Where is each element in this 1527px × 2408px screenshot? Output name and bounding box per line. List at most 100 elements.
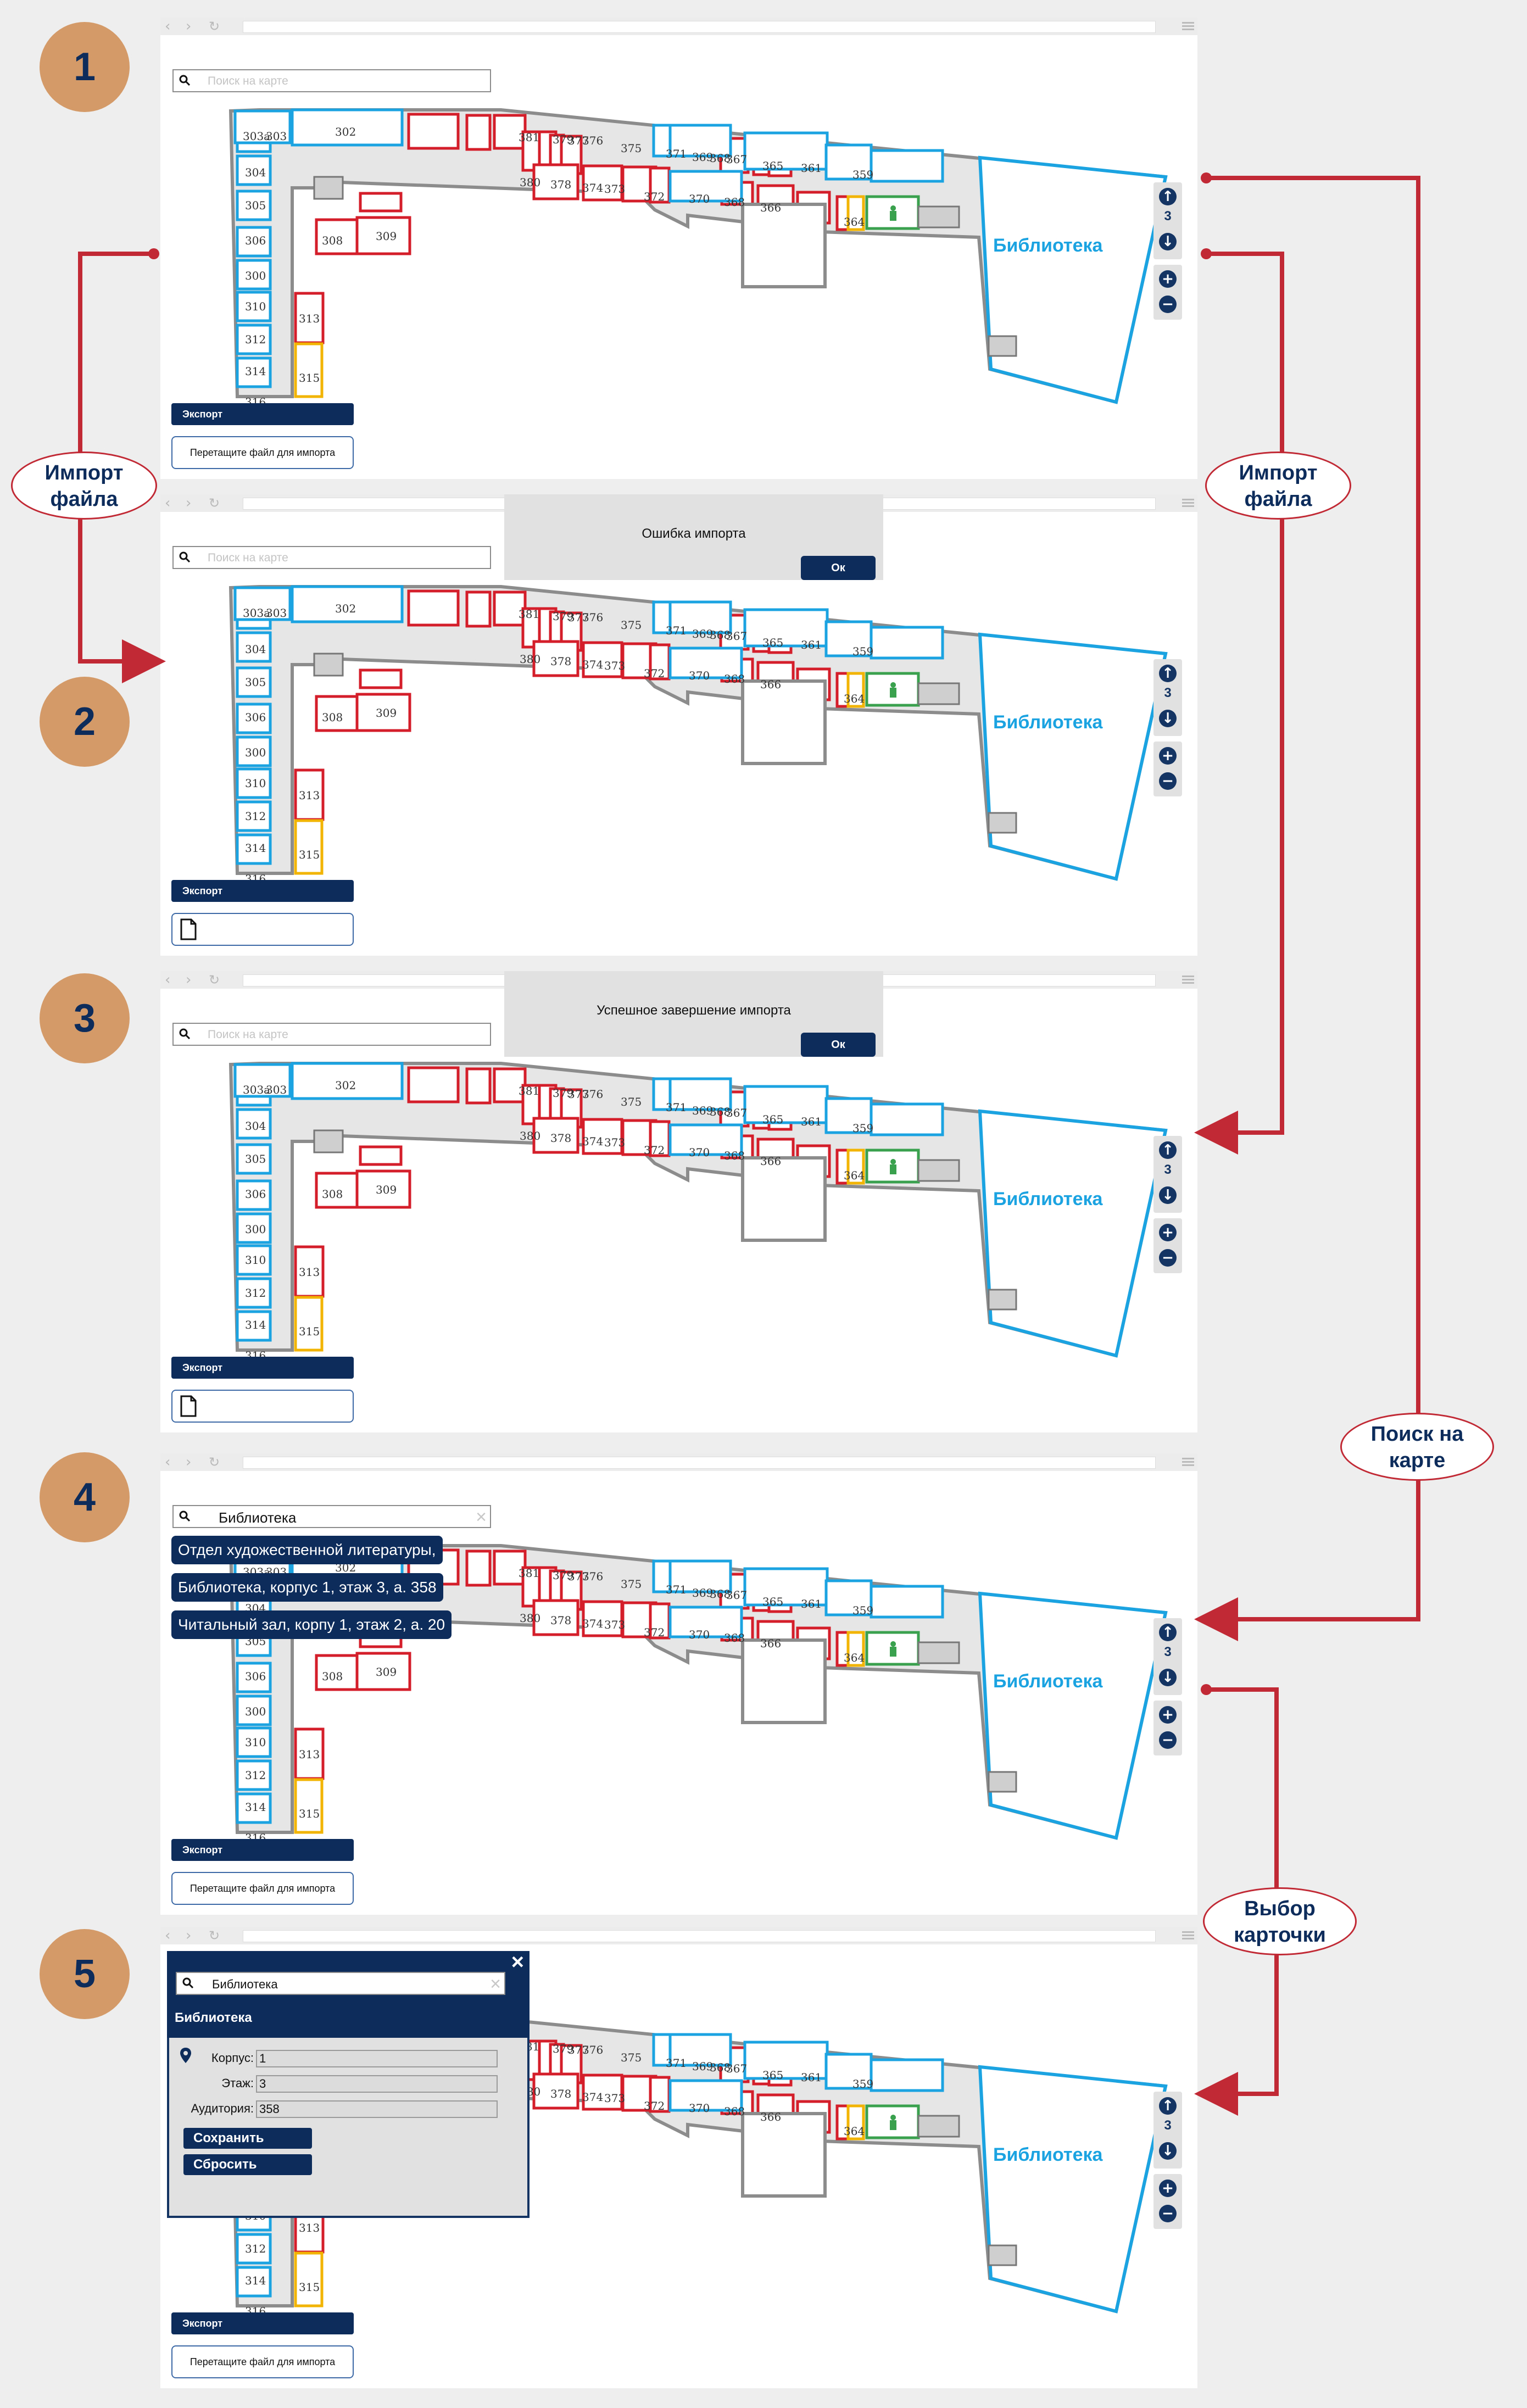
clear-icon[interactable]: ×	[490, 1974, 501, 1994]
field-input[interactable]: 3	[256, 2075, 498, 2093]
floor-map[interactable]	[160, 18, 1197, 479]
room-label: 303	[266, 1083, 287, 1096]
export-button[interactable]: Экспорт	[171, 1357, 354, 1379]
import-dropzone[interactable]	[171, 913, 354, 946]
zoom-in-button[interactable]: +	[1159, 1706, 1177, 1724]
reload-icon[interactable]: ↻	[209, 1928, 220, 1943]
back-icon[interactable]: ‹	[165, 18, 171, 35]
room-label: 367	[726, 1106, 748, 1119]
menu-icon[interactable]	[1182, 499, 1194, 508]
zoom-out-button[interactable]: −	[1159, 1731, 1177, 1749]
map-search-input[interactable]: Поиск на карте	[172, 1023, 491, 1046]
floor-map[interactable]	[160, 494, 1197, 956]
back-icon[interactable]: ‹	[165, 972, 171, 988]
floor-down-button[interactable]: ↓	[1159, 710, 1177, 727]
search-suggestion[interactable]: Отдел художественной литературы,	[171, 1536, 443, 1564]
floor-up-button[interactable]: ↑	[1159, 2097, 1177, 2115]
import-dropzone[interactable]: Перетащите файл для импорта	[171, 1872, 354, 1905]
search-suggestion[interactable]: Читальный зал, корпу 1, этаж 2, а. 20	[171, 1610, 452, 1639]
forward-icon[interactable]: ›	[186, 1927, 192, 1944]
forward-icon[interactable]: ›	[186, 972, 192, 988]
room-label: 303	[266, 130, 287, 143]
field-input[interactable]: 358	[256, 2100, 498, 2118]
room-label: 380	[520, 1129, 541, 1142]
search-icon	[182, 1977, 193, 1988]
export-button[interactable]: Экспорт	[171, 1839, 354, 1861]
room-label: 379	[553, 1086, 574, 1100]
step-4-badge: 4	[40, 1452, 130, 1542]
forward-icon[interactable]: ›	[186, 495, 192, 511]
search-value: Библиотека	[219, 1509, 297, 1526]
floor-number: 3	[1164, 685, 1172, 700]
reload-icon[interactable]: ↻	[209, 972, 220, 988]
room-label: 305	[245, 1152, 266, 1166]
clear-icon[interactable]: ×	[476, 1507, 487, 1528]
browser-window-5: ‹›↻303а303302381379377376375371369368367…	[160, 1927, 1197, 2388]
room-label: 361	[801, 161, 822, 175]
export-button[interactable]: Экспорт	[171, 880, 354, 902]
zoom-in-button[interactable]: +	[1159, 747, 1177, 765]
object-card: × Библиотека × Библиотека Корпус: 1 Этаж: 3 Ауди…	[167, 1951, 530, 2218]
forward-icon[interactable]: ›	[186, 18, 192, 35]
address-bar[interactable]	[243, 21, 1156, 33]
browser-chrome: ‹ › ↻	[160, 18, 1197, 35]
back-icon[interactable]: ‹	[165, 1927, 171, 1944]
browser-chrome: ‹ › ↻	[160, 1453, 1197, 1471]
menu-icon[interactable]	[1182, 22, 1194, 31]
save-button[interactable]: Сохранить	[183, 2128, 312, 2149]
floor-down-button[interactable]: ↓	[1159, 1669, 1177, 1686]
card-search-input[interactable]: Библиотека ×	[176, 1972, 505, 1995]
reset-button[interactable]: Сбросить	[183, 2154, 312, 2175]
room-label: 366	[760, 1637, 782, 1650]
menu-icon[interactable]	[1182, 1931, 1194, 1940]
ok-button[interactable]: Ок	[801, 1033, 876, 1057]
close-icon[interactable]: ×	[511, 1950, 524, 1974]
back-icon[interactable]: ‹	[165, 495, 171, 511]
export-button[interactable]: Экспорт	[171, 2312, 354, 2334]
address-bar[interactable]	[243, 1930, 1156, 1942]
menu-icon[interactable]	[1182, 1458, 1194, 1467]
import-dropzone[interactable]: Перетащите файл для импорта	[171, 2345, 354, 2378]
room-label: 370	[689, 669, 710, 682]
import-dropzone[interactable]	[171, 1390, 354, 1423]
zoom-out-button[interactable]: −	[1159, 2205, 1177, 2222]
card-title: Библиотека	[175, 2010, 252, 2025]
room-label: 315	[299, 1325, 320, 1338]
callout-text: Поиск на	[1370, 1423, 1464, 1446]
file-icon	[180, 1395, 197, 1417]
zoom-out-button[interactable]: −	[1159, 772, 1177, 790]
reload-icon[interactable]: ↻	[209, 495, 220, 511]
field-label: Корпус:	[211, 2051, 254, 2065]
room-label: 365	[762, 2069, 784, 2082]
floor-up-button[interactable]: ↑	[1159, 1141, 1177, 1159]
address-bar[interactable]	[243, 1457, 1156, 1469]
import-dropzone[interactable]: Перетащите файл для импорта	[171, 436, 354, 469]
floor-up-button[interactable]: ↑	[1159, 1624, 1177, 1641]
floor-up-button[interactable]: ↑	[1159, 665, 1177, 682]
floor-down-button[interactable]: ↓	[1159, 2142, 1177, 2160]
map-search-input[interactable]: Библиотека ×	[172, 1505, 491, 1528]
menu-icon[interactable]	[1182, 976, 1194, 984]
forward-icon[interactable]: ›	[186, 1454, 192, 1470]
floor-down-button[interactable]: ↓	[1159, 233, 1177, 250]
room-label: 308	[322, 1188, 343, 1201]
zoom-out-button[interactable]: −	[1159, 296, 1177, 313]
reload-icon[interactable]: ↻	[209, 19, 220, 34]
room-label: 370	[689, 192, 710, 205]
zoom-out-button[interactable]: −	[1159, 1249, 1177, 1267]
zoom-in-button[interactable]: +	[1159, 2180, 1177, 2197]
field-input[interactable]: 1	[256, 2050, 498, 2067]
zoom-in-button[interactable]: +	[1159, 1224, 1177, 1241]
reload-icon[interactable]: ↻	[209, 1454, 220, 1470]
back-icon[interactable]: ‹	[165, 1454, 171, 1470]
floor-down-button[interactable]: ↓	[1159, 1186, 1177, 1204]
floor-up-button[interactable]: ↑	[1159, 188, 1177, 205]
ok-button[interactable]: Ок	[801, 556, 876, 580]
search-suggestion[interactable]: Библиотека, корпус 1, этаж 3, а. 358	[171, 1573, 443, 1602]
export-button[interactable]: Экспорт	[171, 403, 354, 425]
map-search-input[interactable]: Поиск на карте	[172, 69, 491, 92]
room-label: 302	[335, 125, 356, 138]
zoom-in-button[interactable]: +	[1159, 270, 1177, 288]
floor-map[interactable]	[160, 971, 1197, 1432]
map-search-input[interactable]: Поиск на карте	[172, 546, 491, 569]
